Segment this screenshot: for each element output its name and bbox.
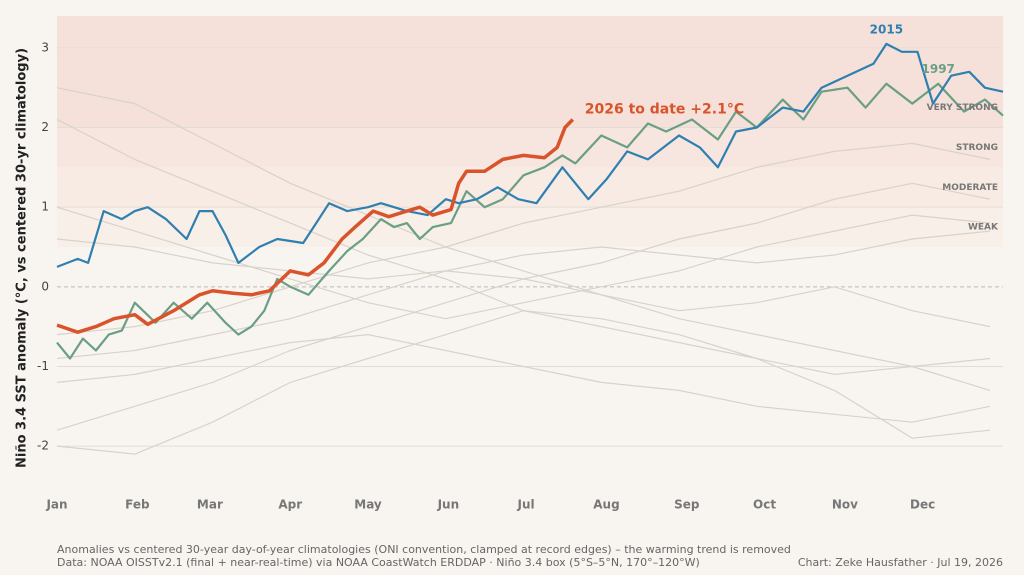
y-tick-label: 1 xyxy=(41,200,49,214)
series-line xyxy=(56,206,991,320)
x-tick-label: Jan xyxy=(45,498,67,512)
band-label: MODERATE xyxy=(942,183,998,193)
intensity-band xyxy=(57,127,1003,168)
series-line xyxy=(56,230,991,280)
series-line xyxy=(56,82,1004,360)
x-tick-label: Jul xyxy=(517,498,535,512)
y-axis-title: Niño 3.4 SST anomaly (°C, vs centered 30… xyxy=(15,48,30,468)
y-tick-label: 2 xyxy=(41,120,49,134)
y-tick-label: -2 xyxy=(37,439,49,453)
y-tick-label: 0 xyxy=(41,279,49,293)
x-tick-label: Dec xyxy=(910,498,935,512)
x-tick-label: Oct xyxy=(753,498,776,512)
band-label: WEAK xyxy=(968,223,999,233)
intensity-band xyxy=(57,16,1003,128)
x-tick-label: Apr xyxy=(278,498,302,512)
series-label: 2015 xyxy=(870,22,903,36)
x-tick-label: Nov xyxy=(832,498,858,512)
x-tick-label: Mar xyxy=(197,498,223,512)
note: Data: NOAA OISSTv2.1 (final + near-real-… xyxy=(57,556,700,569)
x-tick-label: Sep xyxy=(674,498,700,512)
series-line xyxy=(56,142,991,336)
y-tick-label: -1 xyxy=(37,359,49,373)
series-label: 1997 xyxy=(922,62,955,76)
series-line xyxy=(56,42,1004,268)
band-label: VERY STRONG xyxy=(927,103,998,113)
credit: Chart: Zeke Hausfather · Jul 19, 2026 xyxy=(798,556,1003,569)
series-line xyxy=(56,310,991,455)
x-tick-label: Jun xyxy=(437,498,460,512)
y-tick-label: 3 xyxy=(41,40,49,54)
series-line xyxy=(56,87,991,391)
x-tick-label: May xyxy=(354,498,382,512)
series-line xyxy=(56,118,575,334)
note: Anomalies vs centered 30-year day-of-yea… xyxy=(57,543,791,556)
series-label: 2026 to date +2.1°C xyxy=(585,102,744,118)
x-tick-label: Aug xyxy=(593,498,619,512)
series-line xyxy=(56,334,991,423)
series-line xyxy=(56,270,991,360)
band-label: STRONG xyxy=(956,143,998,153)
x-tick-label: Feb xyxy=(125,498,150,512)
